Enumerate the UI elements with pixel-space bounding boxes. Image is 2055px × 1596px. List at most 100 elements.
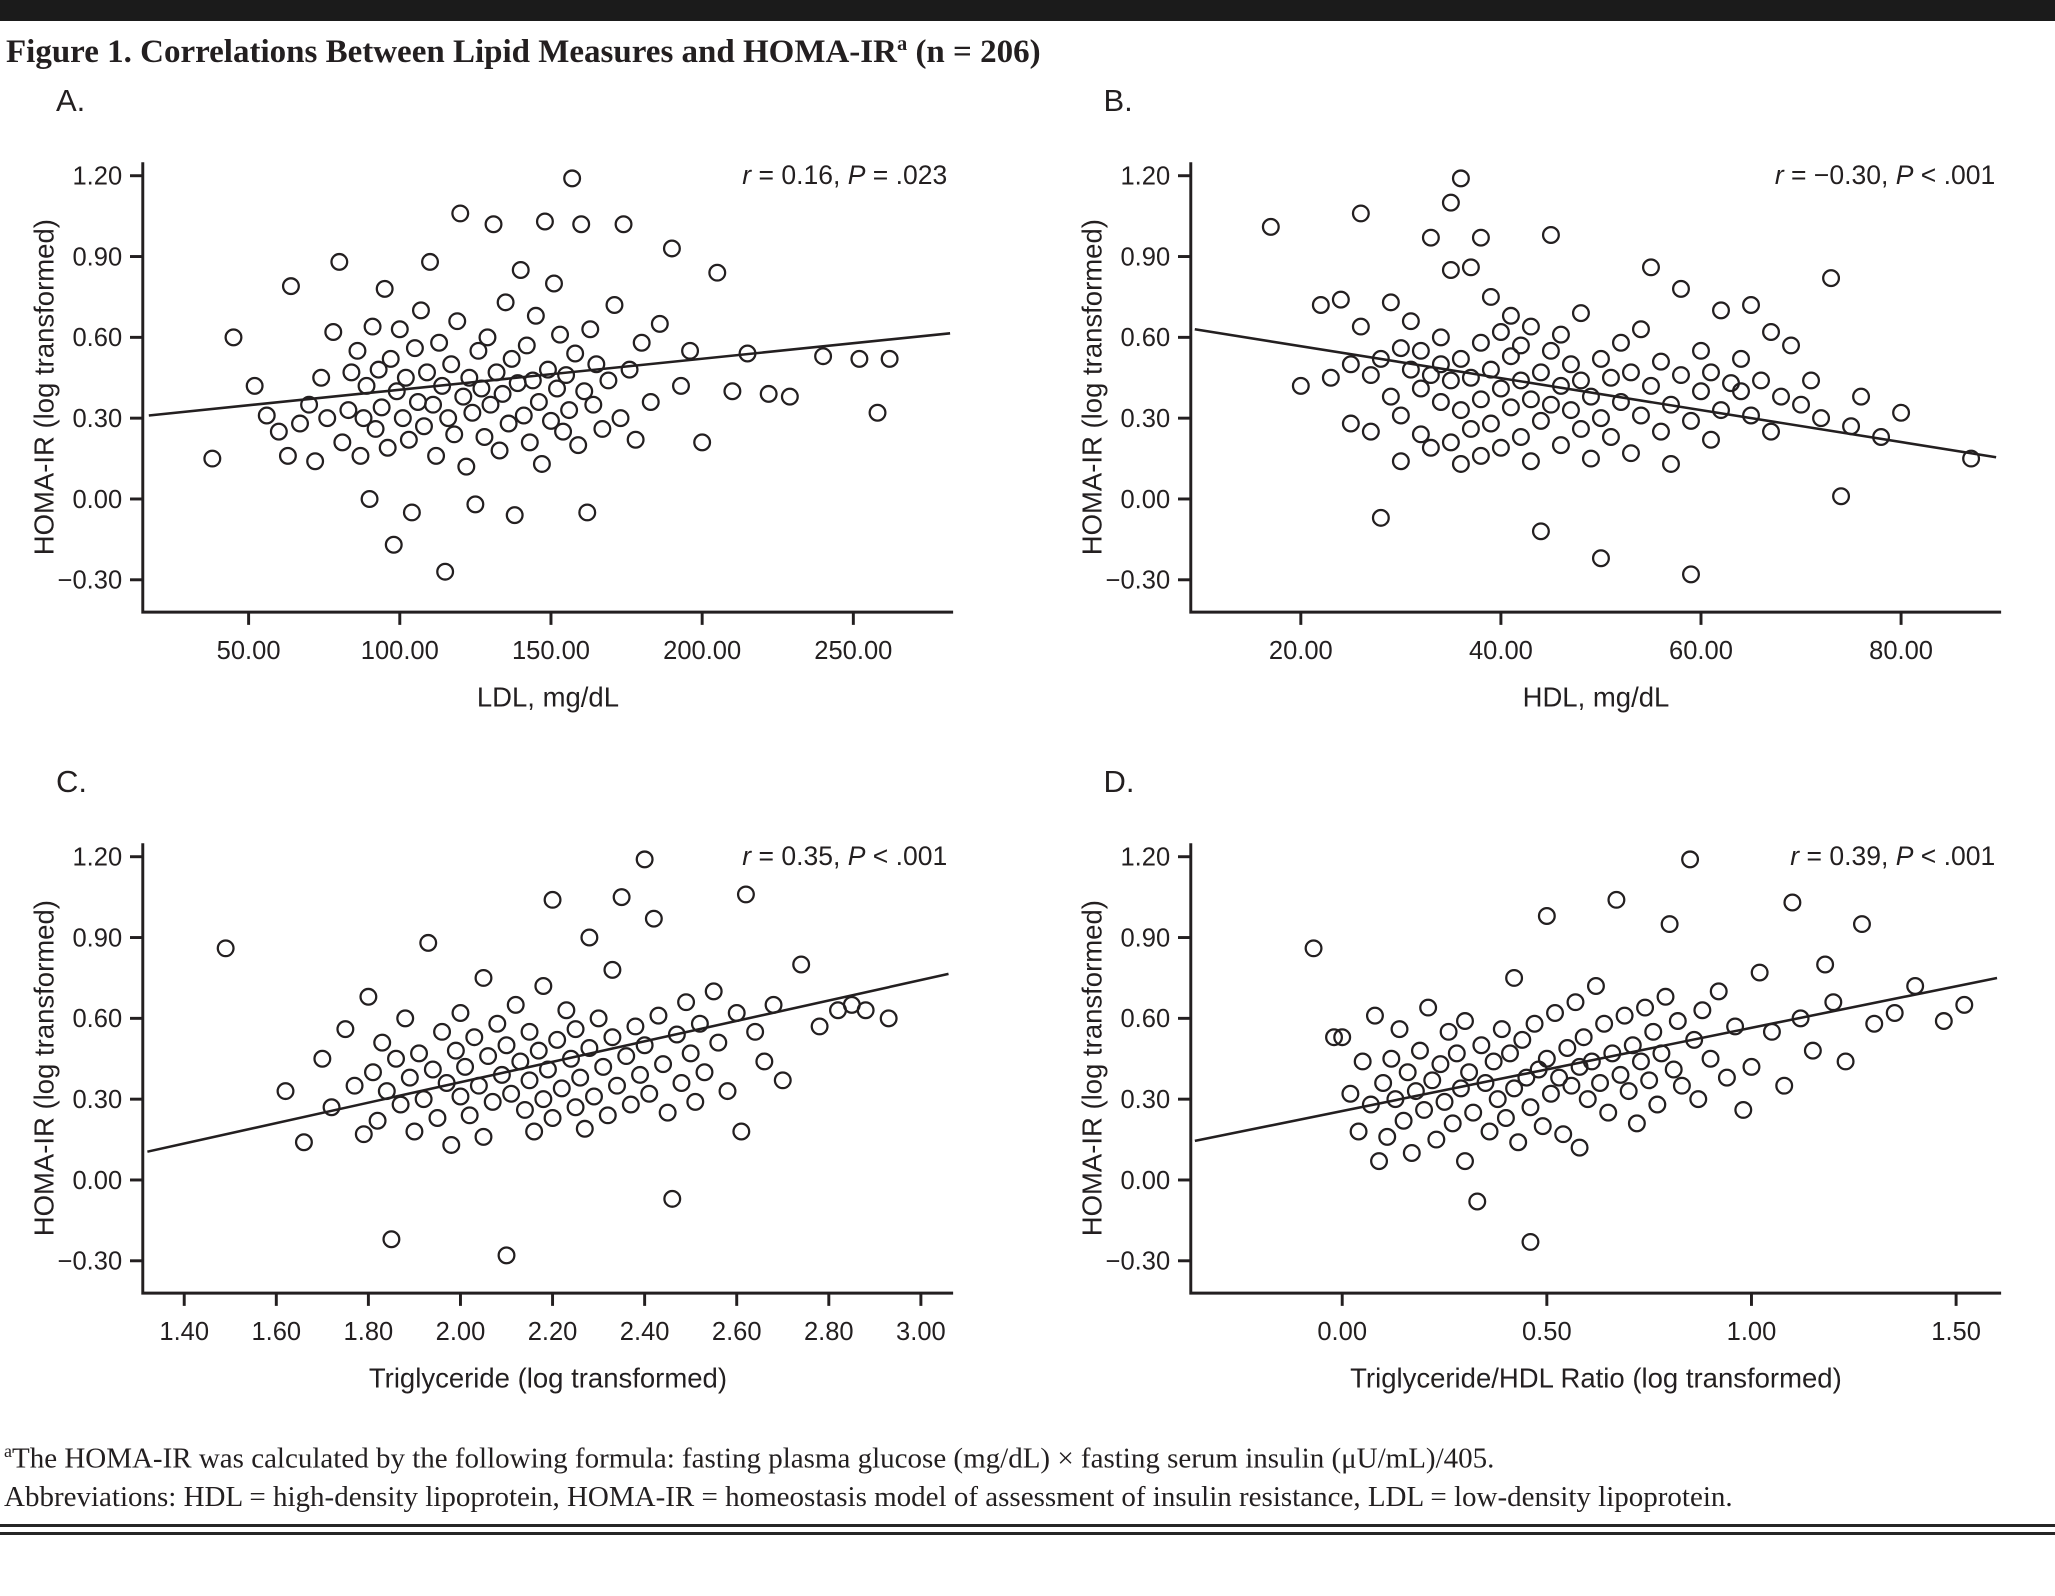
scatter-point xyxy=(488,1014,507,1033)
figure-footnotes: aThe HOMA-IR was calculated by the follo… xyxy=(4,1440,2051,1516)
scatter-point xyxy=(1791,395,1810,414)
scatter-point xyxy=(1954,995,1973,1014)
scatter-point xyxy=(1381,1049,1400,1068)
scatter-point xyxy=(1561,1076,1580,1095)
scatter-point xyxy=(451,204,470,223)
scatter-point xyxy=(1811,409,1830,428)
scatter-point xyxy=(662,239,681,258)
x-tick-label: 80.00 xyxy=(1869,637,1933,665)
scatter-point xyxy=(690,1014,709,1033)
scatter-point xyxy=(1631,406,1650,425)
scatter-point xyxy=(1441,371,1460,390)
scatter-point xyxy=(1447,1044,1466,1062)
scatter-point xyxy=(1934,1011,1953,1030)
y-tick-label: −0.30 xyxy=(1105,567,1170,595)
scatter-point xyxy=(532,454,551,473)
scatter-point xyxy=(1411,341,1430,360)
scatter-point xyxy=(1361,1095,1380,1114)
scatter-point xyxy=(1533,1116,1552,1135)
scatter-point xyxy=(1852,914,1871,933)
scatter-point xyxy=(561,1049,580,1068)
scatter-point xyxy=(1381,387,1400,406)
scatter-point xyxy=(399,430,418,449)
scatter-point xyxy=(1635,998,1654,1017)
scatter-point xyxy=(1411,425,1430,444)
scatter-point xyxy=(1471,1035,1490,1054)
scatter-point xyxy=(1371,349,1390,368)
scatter-point xyxy=(364,1062,382,1081)
panel-d-label: D. xyxy=(1103,763,1135,799)
scatter-point xyxy=(276,1081,295,1100)
scatter-point xyxy=(1441,193,1460,212)
scatter-point xyxy=(1692,1000,1711,1019)
scatter-point xyxy=(1661,454,1680,473)
x-axis: 1.40 1.60 1.80 2.00 2.20 2.40 2.60 2.80 3.00 xyxy=(159,1292,946,1346)
scatter-point xyxy=(1905,976,1924,995)
scatter-point xyxy=(1471,446,1490,465)
axes xyxy=(1188,162,2001,614)
y-tick-label: 0.30 xyxy=(72,405,122,433)
scatter-point xyxy=(1590,1073,1609,1092)
scatter-point xyxy=(1349,1122,1368,1141)
scatter-point xyxy=(880,349,899,368)
scatter-point xyxy=(1471,390,1490,409)
scatter-point xyxy=(339,401,358,420)
scatter-point xyxy=(451,1003,470,1022)
scatter-point xyxy=(1411,379,1430,398)
scatter-point xyxy=(1671,366,1690,385)
scatter-point xyxy=(594,1057,613,1076)
scatter-point xyxy=(534,1089,553,1108)
scatter-point xyxy=(427,446,446,465)
scatter-point xyxy=(1741,1057,1760,1076)
scatter-point xyxy=(421,252,440,271)
x-tick-label: 0.00 xyxy=(1317,1318,1367,1346)
scatter-point xyxy=(572,215,591,234)
scatter-point xyxy=(575,382,594,401)
scatter-point xyxy=(1341,414,1360,433)
scatter-point xyxy=(424,395,443,414)
x-tick-label: 2.20 xyxy=(528,1318,578,1346)
correlation-annotation: r = 0.16, P = .023 xyxy=(742,160,947,190)
scatter-point xyxy=(1431,328,1450,347)
scatter-point xyxy=(1371,508,1390,527)
scatter-point xyxy=(1398,1062,1417,1081)
scatter-point xyxy=(428,1108,447,1127)
scatter-point xyxy=(405,339,424,358)
scatter-point xyxy=(1641,258,1660,277)
scatter-point xyxy=(1261,217,1280,236)
scatter-point xyxy=(850,349,869,368)
scatter-point xyxy=(1431,355,1450,374)
scatter-point xyxy=(448,312,467,331)
scatter-point xyxy=(1627,1114,1646,1133)
y-tick-label: 0.00 xyxy=(1120,1166,1170,1194)
scatter-point xyxy=(1351,317,1370,336)
scatter-point xyxy=(490,441,509,460)
scatter-point xyxy=(1701,363,1720,382)
scatter-point xyxy=(1631,320,1650,339)
scatter-point xyxy=(1611,333,1630,352)
scatter-point xyxy=(1501,347,1520,366)
scatter-point xyxy=(1521,317,1540,336)
scatter-point xyxy=(442,1135,461,1154)
scatter-point xyxy=(1643,1022,1662,1041)
scatter-point xyxy=(1365,1006,1384,1025)
scatter-point xyxy=(359,987,378,1006)
scatter-point xyxy=(1871,428,1890,447)
scatter-point xyxy=(632,333,651,352)
x-tick-label: 1.60 xyxy=(251,1318,301,1346)
footnote-abbreviations: Abbreviations: HDL = high-density lipopr… xyxy=(4,1480,1733,1513)
scatter-point xyxy=(446,1041,465,1060)
scatter-point xyxy=(635,850,654,869)
x-tick-label: 2.80 xyxy=(804,1318,854,1346)
scatter-point xyxy=(396,1008,415,1027)
scatter-point xyxy=(608,1076,627,1095)
scatter-point xyxy=(1351,204,1370,223)
scatter-point xyxy=(1439,1022,1458,1041)
scatter-point xyxy=(1475,1073,1494,1092)
scatter-point xyxy=(1443,1114,1462,1133)
scatter-point xyxy=(442,355,461,374)
scatter-point xyxy=(693,433,712,452)
scatter-point xyxy=(1553,1124,1572,1143)
x-tick-label: 2.00 xyxy=(436,1318,486,1346)
footnote-formula-text: The HOMA-IR was calculated by the follow… xyxy=(11,1442,1495,1475)
